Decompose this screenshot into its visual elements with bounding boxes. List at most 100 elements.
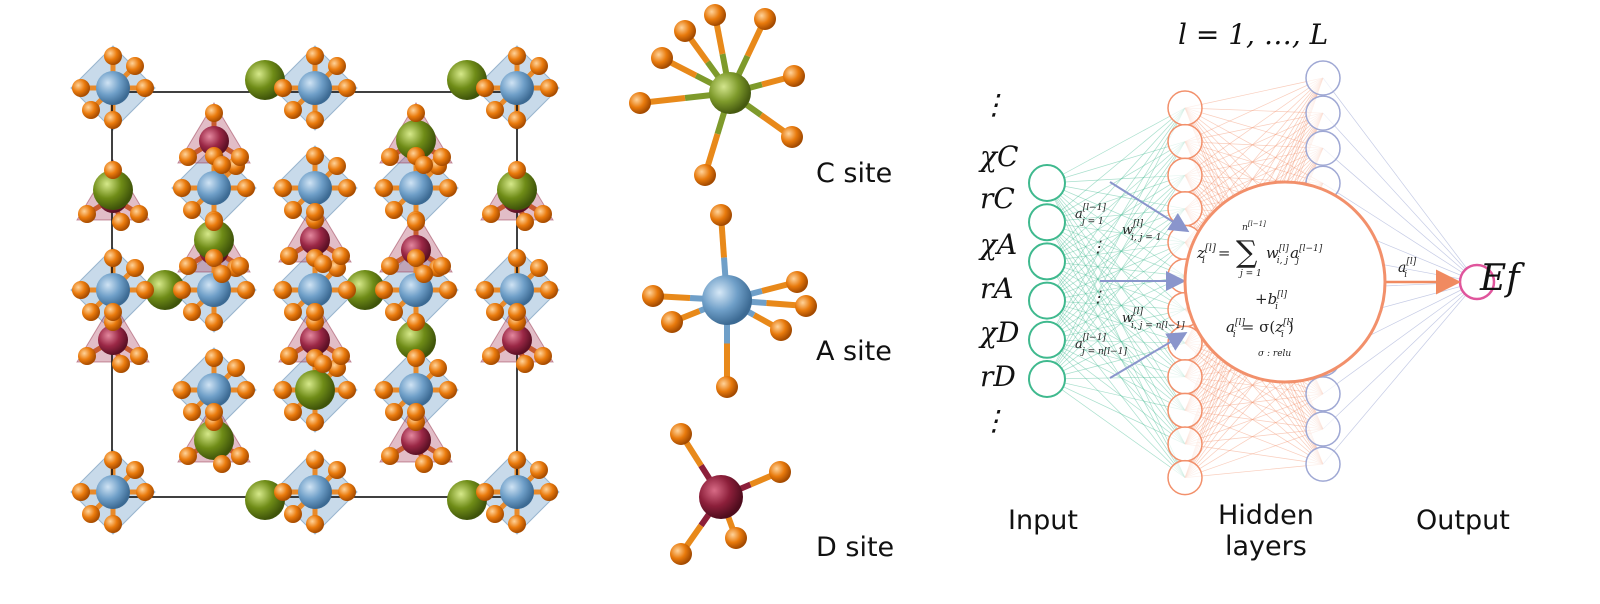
oxygen-atom [415, 455, 433, 473]
oxygen-atom [72, 483, 90, 501]
output-edge [1322, 281, 1478, 465]
input-edge [1046, 221, 1186, 243]
oxygen-atom [540, 79, 558, 97]
oxygen-atom [486, 505, 504, 523]
output-edge [1322, 281, 1478, 430]
input-edge [1046, 378, 1186, 478]
oxygen-atom [332, 347, 350, 365]
input-edge [1046, 221, 1186, 411]
hidden-edge [1184, 141, 1324, 149]
input-edge [1046, 174, 1186, 262]
oxygen-atom [237, 381, 255, 399]
motif-oxygen-atom [629, 92, 651, 114]
oxygen-atom [205, 403, 223, 421]
hidden-edge [1184, 107, 1324, 149]
oxygen-atom [332, 247, 350, 265]
d-site-label: D site [816, 532, 895, 563]
oxygen-atom [433, 257, 451, 275]
oxygen-atom [508, 515, 526, 533]
input-feature-label: rA [980, 272, 1014, 305]
oxygen-atom [183, 403, 201, 421]
oxygen-atom [433, 148, 451, 166]
oxygen-atom [130, 347, 148, 365]
motif-oxygen-atom [786, 271, 808, 293]
oxygen-atom [306, 303, 324, 321]
input-edge [1046, 339, 1186, 445]
oxygen-atom [112, 355, 130, 373]
oxygen-atom [78, 205, 96, 223]
oxygen-atom [375, 381, 393, 399]
input-label: Input [1008, 505, 1078, 536]
oxygen-atom [476, 79, 494, 97]
input-edge [1046, 182, 1186, 344]
output-edge [1322, 281, 1478, 395]
oxygen-atom [82, 303, 100, 321]
oxygen-atom [179, 257, 197, 275]
hidden-node [1167, 426, 1203, 462]
input-edge [1046, 175, 1186, 380]
input-feature-label: ⋮ [980, 88, 1008, 121]
input-edge [1046, 300, 1186, 411]
svg-text:a[l−1]j = 1: a[l−1] j = 1 [1075, 203, 1106, 227]
input-edge [1046, 208, 1186, 223]
oxygen-atom [476, 483, 494, 501]
input-edge [1046, 174, 1186, 223]
input-edge [1046, 261, 1186, 310]
motif-oxygen-atom [642, 285, 664, 307]
hidden-label-line2: layers [1225, 531, 1307, 562]
a-site-atom [96, 273, 130, 307]
oxygen-atom [306, 451, 324, 469]
hidden-edge [1184, 376, 1324, 430]
hidden-edge [1184, 393, 1324, 411]
input-edge [1046, 222, 1186, 478]
input-edge [1046, 300, 1186, 378]
hidden-node [1305, 130, 1341, 166]
input-edge [1046, 242, 1186, 301]
motif-center-atom [699, 475, 743, 519]
hidden-node [1305, 95, 1341, 131]
input-edge [1046, 378, 1186, 411]
motif-oxygen-atom [704, 4, 726, 26]
svg-text:a[l]i: a[l] i [1398, 257, 1417, 280]
oxygen-atom [284, 303, 302, 321]
output-label: Output [1416, 505, 1510, 536]
c-site-atom [93, 170, 133, 210]
input-edge [1046, 141, 1186, 340]
oxygen-atom [508, 161, 526, 179]
oxygen-atom [72, 281, 90, 299]
input-feature-label: rD [980, 360, 1016, 393]
hidden-edge [1184, 112, 1324, 142]
activation-note: σ : relu [1258, 349, 1291, 359]
oxygen-atom [314, 355, 332, 373]
c-site-atom [396, 120, 436, 160]
oxygen-atom [508, 111, 526, 129]
input-edge [1046, 339, 1186, 478]
input-edge [1046, 300, 1186, 310]
motif-oxygen-atom [781, 126, 803, 148]
hidden-edge [1184, 107, 1324, 114]
oxygen-atom [407, 349, 425, 367]
oxygen-atom [237, 281, 255, 299]
input-node [1028, 281, 1066, 320]
oxygen-atom [429, 359, 447, 377]
oxygen-atom [205, 104, 223, 122]
hidden-label-line1: Hidden [1218, 500, 1314, 531]
oxygen-atom [306, 515, 324, 533]
input-edge [1046, 376, 1186, 380]
input-edge [1046, 275, 1186, 380]
oxygen-atom [530, 461, 548, 479]
oxygen-atom [407, 213, 425, 231]
input-edge [1046, 182, 1186, 478]
c-site-atom [295, 370, 335, 410]
c-site-atom [497, 170, 537, 210]
svg-text:⋮: ⋮ [1090, 287, 1106, 306]
output-edge [1322, 112, 1478, 283]
hidden-edge [1184, 428, 1324, 445]
a-site-atom [500, 273, 534, 307]
oxygen-atom [534, 205, 552, 223]
input-edge [1046, 339, 1186, 344]
input-feature-label: ⋮ [980, 404, 1008, 437]
d-site-atom [300, 325, 330, 355]
oxygen-atom [375, 179, 393, 197]
oxygen-atom [439, 179, 457, 197]
